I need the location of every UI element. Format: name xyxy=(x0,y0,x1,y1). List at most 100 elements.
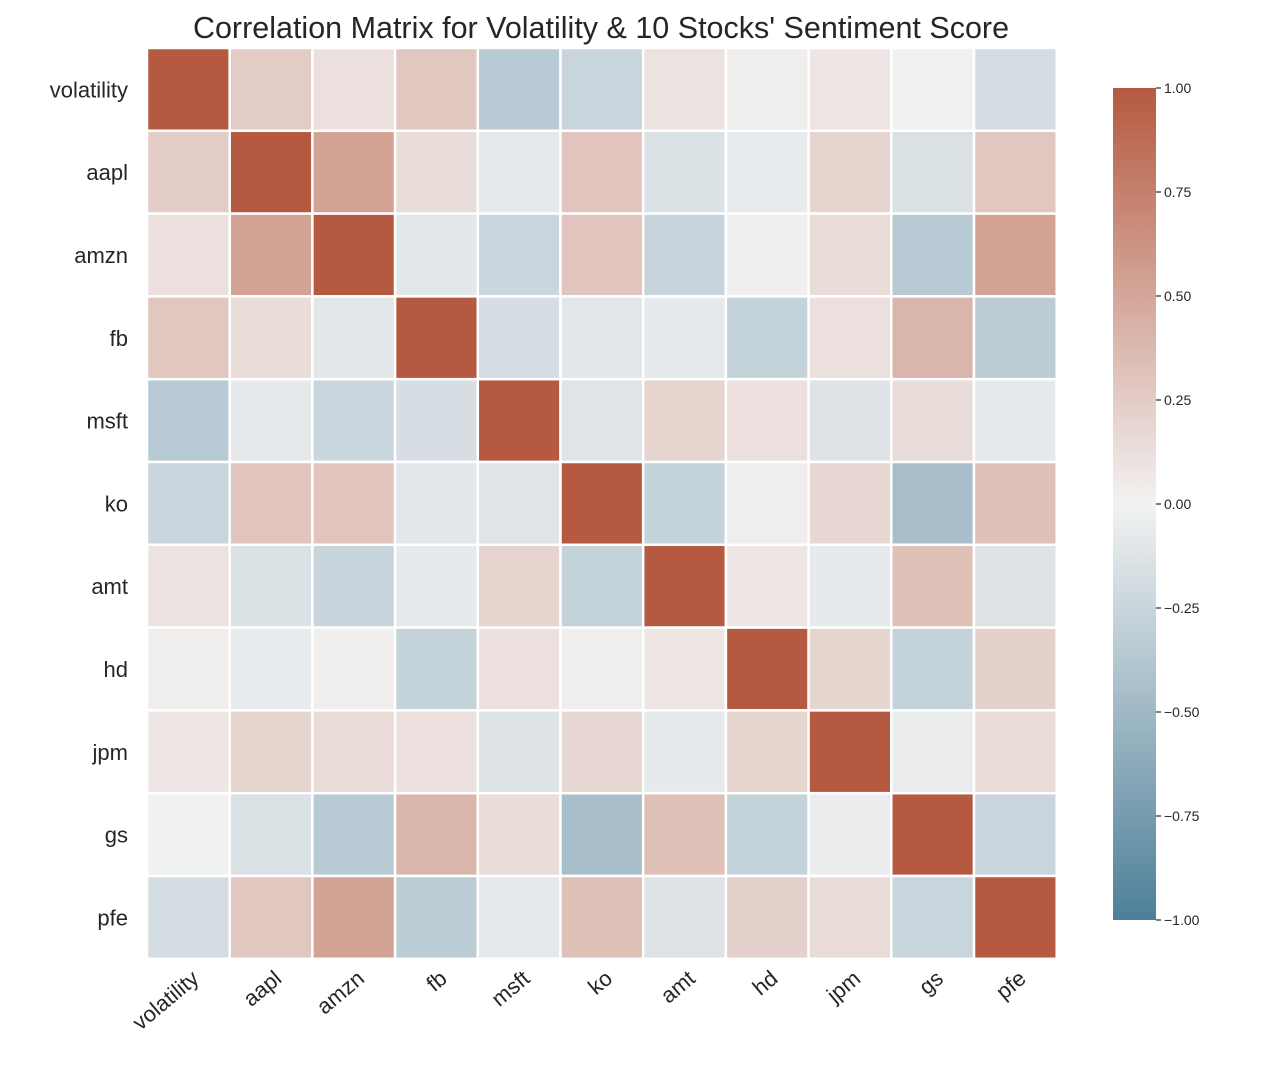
heatmap-cell-fb-volatility xyxy=(145,295,231,381)
heatmap-cell-amt-amzn xyxy=(311,543,397,629)
heatmap-cell-gs-msft xyxy=(476,791,562,878)
column-label-jpm: jpm xyxy=(821,965,865,1008)
column-label-msft: msft xyxy=(486,965,534,1011)
column-label-aapl: aapl xyxy=(238,965,286,1011)
row-label-pfe: pfe xyxy=(97,905,128,930)
heatmap-cell-volatility-pfe xyxy=(972,46,1058,133)
column-label-ko: ko xyxy=(583,965,617,999)
heatmap-cell-jpm-jpm xyxy=(807,709,893,795)
heatmap-cell-jpm-amzn xyxy=(311,709,397,795)
row-label-fb: fb xyxy=(110,326,128,351)
heatmap-cell-volatility-amzn xyxy=(311,46,397,133)
row-label-gs: gs xyxy=(105,823,128,848)
heatmap-cell-aapl-amzn xyxy=(311,129,397,215)
column-label-hd: hd xyxy=(748,965,783,1000)
heatmap-cell-pfe-aapl xyxy=(228,874,314,961)
heatmap-cell-gs-fb xyxy=(393,791,480,878)
heatmap-cell-fb-gs xyxy=(890,295,976,381)
heatmap-cell-amt-msft xyxy=(476,543,562,629)
heatmap-cell-amzn-ko xyxy=(559,212,645,298)
heatmap-cell-pfe-hd xyxy=(724,874,810,961)
heatmap-cell-aapl-msft xyxy=(476,129,562,215)
heatmap-cell-ko-amt xyxy=(641,460,728,547)
heatmap-cell-gs-jpm xyxy=(807,791,893,878)
heatmap-cell-msft-gs xyxy=(890,377,976,464)
heatmap-cell-hd-aapl xyxy=(228,626,314,712)
heatmap-cell-hd-gs xyxy=(890,626,976,712)
heatmap-cell-fb-jpm xyxy=(807,295,893,381)
heatmap-cell-jpm-fb xyxy=(393,709,480,795)
heatmap-cell-ko-hd xyxy=(724,460,810,547)
colorbar-tick-label: −0.50 xyxy=(1164,704,1200,720)
heatmap-cell-pfe-pfe xyxy=(972,874,1058,961)
heatmap-cell-ko-msft xyxy=(476,460,562,547)
heatmap-cell-msft-amzn xyxy=(311,377,397,464)
heatmap-cell-hd-pfe xyxy=(972,626,1058,712)
heatmap-cell-amzn-gs xyxy=(890,212,976,298)
heatmap-cell-aapl-gs xyxy=(890,129,976,215)
heatmap-cell-pfe-jpm xyxy=(807,874,893,961)
heatmap-cell-hd-amzn xyxy=(311,626,397,712)
heatmap-cell-hd-hd xyxy=(724,626,810,712)
heatmap-cell-amt-aapl xyxy=(228,543,314,629)
heatmap-cell-amzn-amzn xyxy=(311,212,397,298)
heatmap-cell-msft-ko xyxy=(559,377,645,464)
heatmap-cell-volatility-fb xyxy=(393,46,480,133)
heatmap-cell-fb-fb xyxy=(393,295,480,381)
row-label-volatility: volatility xyxy=(50,77,128,102)
heatmap-cell-jpm-ko xyxy=(559,709,645,795)
heatmap-cell-fb-aapl xyxy=(228,295,314,381)
heatmap-cell-msft-amt xyxy=(641,377,728,464)
row-label-amzn: amzn xyxy=(74,243,128,268)
heatmap-cell-aapl-volatility xyxy=(145,129,231,215)
heatmap-cell-aapl-fb xyxy=(393,129,480,215)
heatmap-cell-hd-jpm xyxy=(807,626,893,712)
heatmap-cell-amzn-jpm xyxy=(807,212,893,298)
column-label-volatility: volatility xyxy=(128,965,204,1034)
heatmap-cell-ko-fb xyxy=(393,460,480,547)
heatmap-cell-msft-fb xyxy=(393,377,480,464)
heatmap-cell-msft-msft xyxy=(476,377,562,464)
colorbar-tick-label: −0.75 xyxy=(1164,808,1200,824)
colorbar-tick-label: 0.50 xyxy=(1164,288,1191,304)
heatmap-cell-pfe-amzn xyxy=(311,874,397,961)
heatmap-cell-amzn-hd xyxy=(724,212,810,298)
heatmap-cell-jpm-volatility xyxy=(145,709,231,795)
heatmap-cell-msft-hd xyxy=(724,377,810,464)
column-label-pfe: pfe xyxy=(991,965,1031,1004)
heatmap-cell-volatility-ko xyxy=(559,46,645,133)
heatmap-cell-amt-fb xyxy=(393,543,480,629)
heatmap-cell-volatility-msft xyxy=(476,46,562,133)
heatmap-cell-fb-ko xyxy=(559,295,645,381)
heatmap-cell-gs-hd xyxy=(724,791,810,878)
heatmap-cell-gs-pfe xyxy=(972,791,1058,878)
heatmap-cell-ko-jpm xyxy=(807,460,893,547)
heatmap-cell-pfe-gs xyxy=(890,874,976,961)
row-label-aapl: aapl xyxy=(86,160,128,185)
heatmap-cell-fb-pfe xyxy=(972,295,1058,381)
heatmap-cell-msft-volatility xyxy=(145,377,231,464)
heatmap-cell-jpm-aapl xyxy=(228,709,314,795)
heatmap-cell-fb-amt xyxy=(641,295,728,381)
heatmap-cell-pfe-fb xyxy=(393,874,480,961)
heatmap-cell-volatility-gs xyxy=(890,46,976,133)
heatmap-cell-amzn-msft xyxy=(476,212,562,298)
heatmap-cell-pfe-ko xyxy=(559,874,645,961)
heatmap-cell-pfe-amt xyxy=(641,874,728,961)
heatmap-cell-aapl-pfe xyxy=(972,129,1058,215)
heatmap-cell-gs-amt xyxy=(641,791,728,878)
heatmap-cell-ko-pfe xyxy=(972,460,1058,547)
heatmap-cell-msft-aapl xyxy=(228,377,314,464)
heatmap-cell-amt-hd xyxy=(724,543,810,629)
colorbar-tick-label: 0.00 xyxy=(1164,496,1191,512)
column-label-fb: fb xyxy=(422,965,452,996)
heatmap-cell-jpm-hd xyxy=(724,709,810,795)
heatmap-cell-msft-jpm xyxy=(807,377,893,464)
row-label-msft: msft xyxy=(86,409,128,434)
heatmap-cell-ko-ko xyxy=(559,460,645,547)
heatmap-cell-amt-gs xyxy=(890,543,976,629)
heatmap-cell-pfe-msft xyxy=(476,874,562,961)
heatmap-cell-gs-ko xyxy=(559,791,645,878)
